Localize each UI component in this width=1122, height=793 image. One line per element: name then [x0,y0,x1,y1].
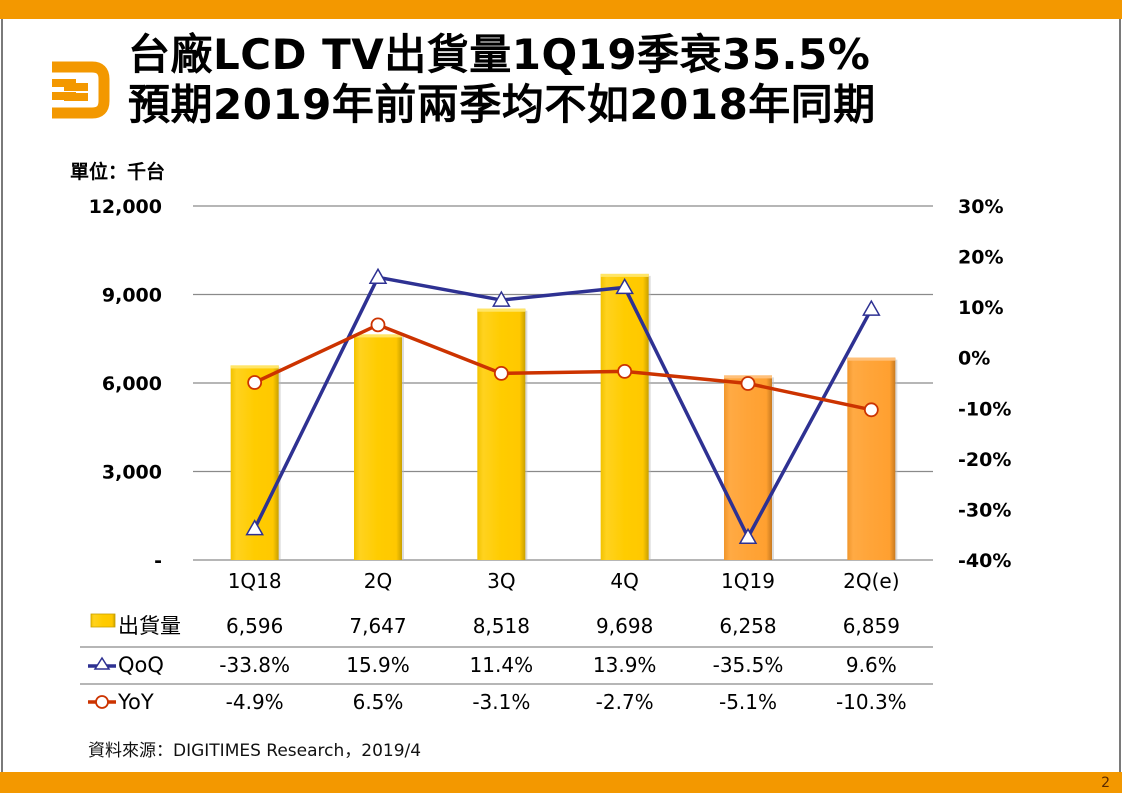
unit-label: 單位：千台 [70,161,166,183]
table-cell: -33.8% [219,653,290,677]
bar-top-highlight [600,273,649,277]
table-cell: 6,596 [226,614,283,638]
category-label: 2Q [364,569,392,593]
table-cell: 11.4% [470,653,534,677]
right-axis-tick-label: -40% [958,550,1011,572]
table-cell: -5.1% [719,690,777,714]
digitimes-logo-icon [52,61,110,119]
table-row-label: 出貨量 [118,614,181,638]
table-cell: 6,258 [719,614,776,638]
table-cell: 7,647 [349,614,406,638]
qoq-marker-2Q [368,267,388,285]
right-axis-tick-label: -30% [958,499,1011,521]
bar-top-highlight [354,334,402,338]
category-label: 4Q [610,569,638,593]
right-axis-tick-label: 0% [958,348,990,370]
left-axis-tick-label: 9,000 [102,285,162,307]
left-axis-tick-label: - [154,550,162,572]
slide-border-right [1119,19,1121,772]
bar-2Q(e) [847,357,896,560]
table-cell: 13.9% [593,653,657,677]
bar-top-highlight [847,357,896,361]
qoq-marker-1Q19 [738,527,758,544]
page-number: 2 [1101,775,1110,791]
bar-4Q [600,273,649,560]
yoy-line [253,323,872,412]
table-row-label: YoY [117,690,154,714]
right-axis-tick-label: 20% [958,247,1003,269]
table-cell: -35.5% [713,653,784,677]
category-label: 1Q19 [721,569,775,593]
yoy-marker-2Q [370,317,386,333]
table-cell: -3.1% [472,690,530,714]
bar-3Q [477,308,526,560]
table-cell: 6,859 [843,614,900,638]
right-axis-tick-label: 30% [958,196,1003,218]
qoq-line [253,275,873,539]
table-cell: -2.7% [596,690,654,714]
table-cell: 9,698 [596,614,653,638]
slide-title: 台廠LCD TV出貨量1Q19季衰35.5% 預期2019年前兩季均不如2018… [128,30,876,130]
legend-circle-icon [95,695,109,709]
right-axis-tick-label: -10% [958,398,1011,420]
top-banner [0,0,1122,19]
title-line-2: 預期2019年前兩季均不如2018年同期 [128,80,876,129]
right-axis-tick-label: 10% [958,297,1003,319]
yoy-marker-2Q(e) [863,402,879,418]
table-cell: 6.5% [353,690,404,714]
bar-top-highlight [477,308,526,312]
table-cell: -10.3% [836,690,907,714]
legend-triangle-icon [93,656,111,670]
qoq-marker-2Q(e) [862,299,881,316]
left-axis-tick-label: 12,000 [89,196,162,218]
source-note: 資料來源：DIGITIMES Research，2019/4 [88,741,422,761]
category-label: 2Q(e) [843,569,899,593]
bar-top-highlight [230,365,279,369]
table-row-label: QoQ [118,653,164,677]
slide-border-left [1,19,3,772]
legend-bar-swatch-icon [90,613,116,628]
qoq-marker-3Q [492,290,511,307]
yoy-marker-1Q19 [740,376,756,391]
category-label: 3Q [487,569,515,593]
category-label: 1Q18 [228,569,282,593]
table-cell: -4.9% [226,690,284,714]
yoy-marker-3Q [493,365,509,381]
qoq-marker-4Q [615,277,634,295]
left-axis-tick-label: 3,000 [102,462,162,484]
bottom-banner [0,772,1122,793]
left-axis-tick-label: 6,000 [102,373,162,395]
yoy-marker-4Q [617,363,633,379]
qoq-marker-1Q18 [245,519,264,536]
table-cell: 9.6% [846,653,897,677]
yoy-marker-1Q18 [247,375,263,390]
table-cell: 8,518 [473,614,530,638]
bar-2Q [354,334,402,560]
right-axis-tick-label: -20% [958,449,1011,471]
table-cell: 15.9% [346,653,410,677]
title-line-1: 台廠LCD TV出貨量1Q19季衰35.5% [128,30,871,79]
